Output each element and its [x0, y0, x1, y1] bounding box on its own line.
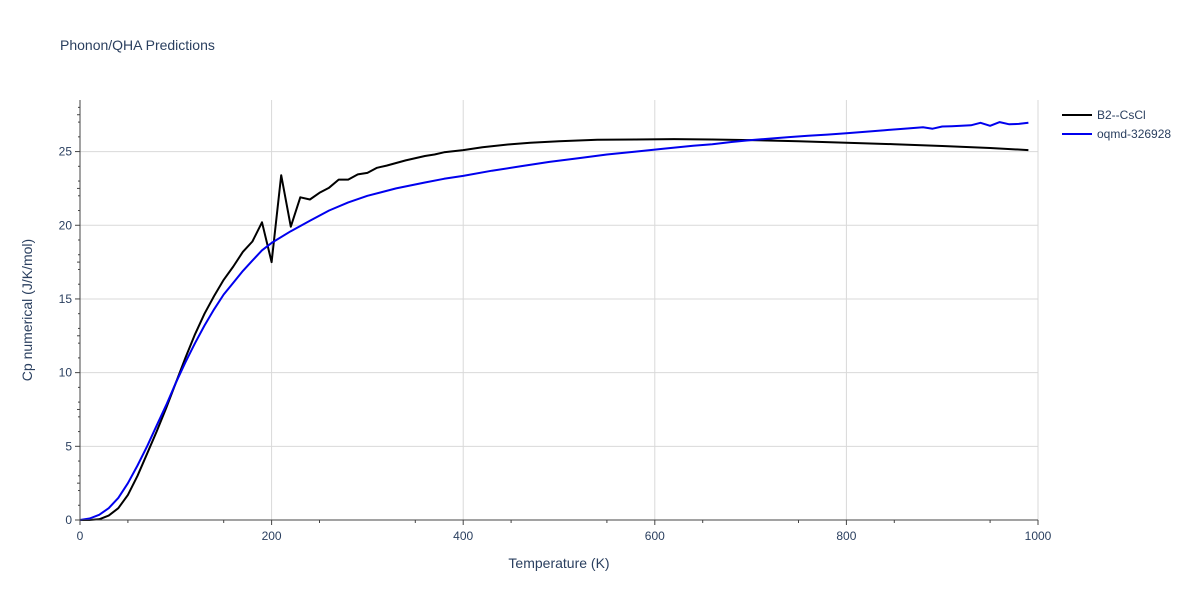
axes	[79, 100, 1038, 521]
grid	[80, 100, 1039, 520]
y-tick-label: 25	[59, 145, 73, 159]
series-layer	[79, 121, 1029, 521]
y-tick-label: 5	[65, 439, 72, 453]
legend-item-oqmd-326928[interactable]: oqmd-326928	[1062, 127, 1171, 141]
x-tick-label: 0	[77, 529, 84, 543]
x-tick-label: 800	[836, 529, 856, 543]
x-tick-label: 400	[453, 529, 473, 543]
y-ticks: 0 5 10 15 20 25	[59, 106, 80, 527]
series-line-oqmd-326928[interactable]	[79, 121, 1029, 521]
y-tick-label: 0	[65, 513, 72, 527]
legend-label-oqmd-326928: oqmd-326928	[1097, 127, 1171, 141]
x-ticks: 0 200 400 600 800 1000	[77, 520, 1052, 543]
y-tick-label: 15	[59, 292, 73, 306]
legend-label-b2-cscl: B2--CsCl	[1097, 108, 1146, 122]
legend-item-b2-cscl[interactable]: B2--CsCl	[1062, 108, 1146, 122]
x-axis-title: Temperature (K)	[508, 555, 609, 571]
y-tick-label: 10	[59, 366, 73, 380]
chart-title: Phonon/QHA Predictions	[60, 37, 215, 53]
y-tick-label: 20	[59, 218, 73, 232]
legend[interactable]: B2--CsCl oqmd-326928	[1062, 108, 1171, 141]
x-tick-label: 200	[262, 529, 282, 543]
x-tick-label: 600	[645, 529, 665, 543]
x-tick-label: 1000	[1025, 529, 1052, 543]
series-line-b2-cscl[interactable]	[80, 138, 1029, 521]
y-axis-title: Cp numerical (J/K/mol)	[19, 239, 35, 381]
